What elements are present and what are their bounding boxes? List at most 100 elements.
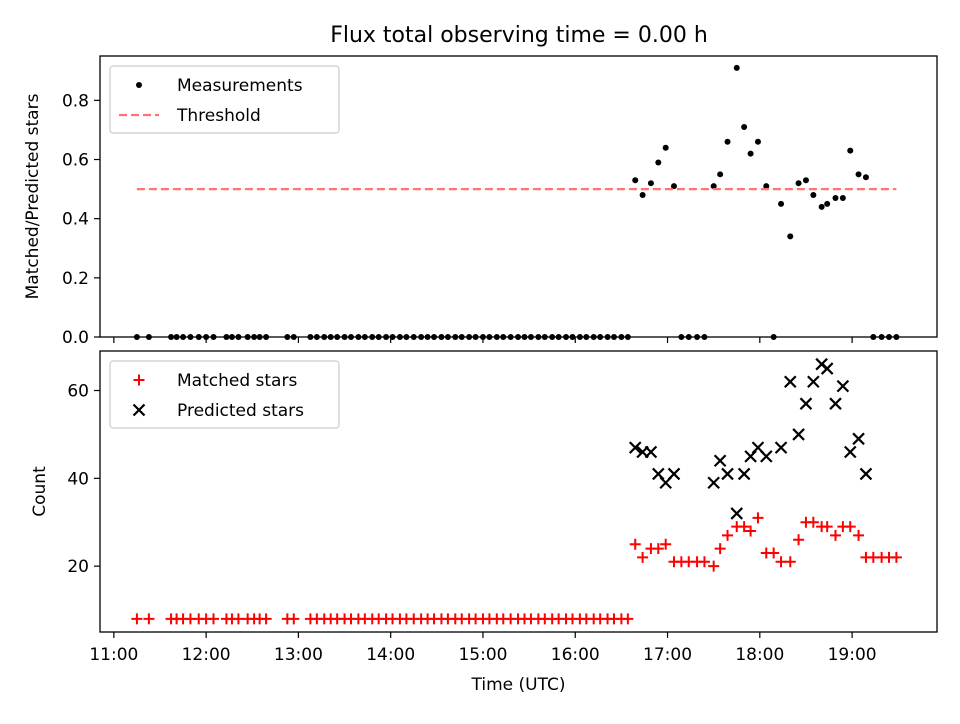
- matched-stars-point: [768, 547, 780, 559]
- measurement-point: [145, 334, 152, 340]
- y-tick-label: 40: [67, 469, 89, 489]
- predicted-stars-point: [774, 441, 788, 454]
- predicted-stars-point: [807, 375, 820, 389]
- y-tick-label: 0.4: [62, 210, 89, 230]
- legend-predicted-swatch: [132, 403, 146, 417]
- measurement-point: [802, 177, 809, 184]
- predicted-stars-point: [707, 476, 720, 489]
- measurement-point: [493, 334, 500, 340]
- matched-stars-point: [853, 529, 865, 541]
- series-matched-stars: [131, 512, 902, 625]
- measurement-point: [341, 334, 348, 340]
- predicted-stars-point: [628, 441, 642, 454]
- x-tick-label: 12:00: [182, 645, 231, 665]
- predicted-stars-point: [730, 507, 744, 520]
- measurement-point: [685, 334, 692, 340]
- measurement-point: [724, 138, 731, 145]
- measurement-point: [795, 180, 802, 187]
- measurement-point: [410, 334, 417, 340]
- measurement-point: [187, 334, 194, 340]
- matched-stars-point: [722, 529, 734, 541]
- measurement-point: [235, 334, 242, 340]
- measurement-point: [541, 334, 548, 340]
- measurement-point: [717, 171, 724, 178]
- matched-stars-point: [708, 560, 720, 572]
- measurement-point: [839, 194, 846, 201]
- measurement-point: [741, 123, 748, 130]
- measurement-point: [870, 334, 877, 340]
- measurement-point: [251, 334, 258, 340]
- measurement-point: [327, 334, 334, 340]
- measurement-point: [348, 334, 355, 340]
- matched-stars-point: [752, 512, 764, 524]
- measurement-point: [549, 334, 556, 340]
- measurement-point: [195, 334, 202, 340]
- measurement-point: [424, 334, 431, 340]
- bottom-panel-counts: 11:00 12:00 13:00 14:00 15:00 16:00 17:00 18:00…: [30, 350, 938, 695]
- measurement-point: [290, 334, 297, 340]
- measurement-point: [611, 334, 618, 340]
- matched-stars-point: [784, 556, 796, 568]
- matched-stars-point: [131, 613, 143, 625]
- legend-label: Predicted stars: [177, 401, 304, 421]
- measurement-point: [787, 233, 794, 240]
- measurement-point: [210, 334, 217, 340]
- matched-stars-point: [829, 529, 841, 541]
- x-tick-label: 13:00: [274, 645, 323, 665]
- matched-stars-point: [637, 551, 649, 563]
- y-tick-label: 0.8: [62, 91, 89, 111]
- measurement-point: [624, 334, 631, 340]
- measurement-point: [472, 334, 479, 340]
- y-tick-label: 60: [67, 382, 89, 402]
- predicted-stars-point: [843, 445, 857, 459]
- measurement-point: [618, 334, 625, 340]
- y-tick-label: 0.2: [62, 269, 89, 289]
- predicted-stars-point: [737, 467, 751, 481]
- matched-stars-point: [793, 534, 805, 546]
- measurement-point: [563, 334, 570, 340]
- matched-stars-point: [807, 516, 819, 528]
- measurement-point: [855, 171, 862, 178]
- predicted-stars-point: [667, 467, 681, 481]
- measurement-point: [389, 334, 396, 340]
- matched-stars-point: [821, 521, 833, 533]
- measurement-point: [444, 334, 451, 340]
- predicted-stars-point: [859, 467, 873, 481]
- x-tick-label: 16:00: [551, 645, 600, 665]
- legend-label: Matched stars: [177, 371, 297, 391]
- series-predicted-stars: [628, 357, 873, 520]
- measurement-point: [321, 334, 328, 340]
- x-tick-label: 17:00: [643, 645, 692, 665]
- measurement-point: [810, 192, 817, 199]
- predicted-stars-point: [820, 362, 834, 375]
- predicted-stars-point: [760, 450, 773, 463]
- measurement-point: [466, 334, 473, 340]
- measurement-point: [832, 194, 839, 201]
- measurement-point: [678, 334, 685, 340]
- measurement-point: [313, 334, 320, 340]
- measurement-point: [383, 334, 390, 340]
- y-axis-label: Count: [30, 466, 50, 517]
- measurement-point: [396, 334, 403, 340]
- measurement-point: [639, 192, 646, 199]
- measurement-point: [770, 334, 777, 340]
- measurement-point: [263, 334, 270, 340]
- matched-stars-point: [660, 538, 672, 550]
- measurement-point: [710, 183, 717, 190]
- measurement-point: [223, 334, 230, 340]
- measurement-point: [403, 334, 410, 340]
- y-tick-label: 20: [67, 557, 89, 577]
- predicted-stars-point: [829, 397, 842, 410]
- measurement-point: [886, 334, 893, 340]
- measurement-point: [670, 183, 677, 190]
- measurement-point: [361, 334, 368, 340]
- measurement-point: [847, 147, 854, 154]
- chart-title: Flux total observing time = 0.00 h: [330, 23, 708, 48]
- measurement-point: [256, 334, 263, 340]
- measurement-point: [284, 334, 291, 340]
- measurement-point: [479, 334, 486, 340]
- predicted-stars-point: [799, 397, 813, 410]
- measurement-point: [168, 334, 175, 340]
- measurement-point: [763, 183, 770, 190]
- matched-stars-point: [143, 613, 155, 625]
